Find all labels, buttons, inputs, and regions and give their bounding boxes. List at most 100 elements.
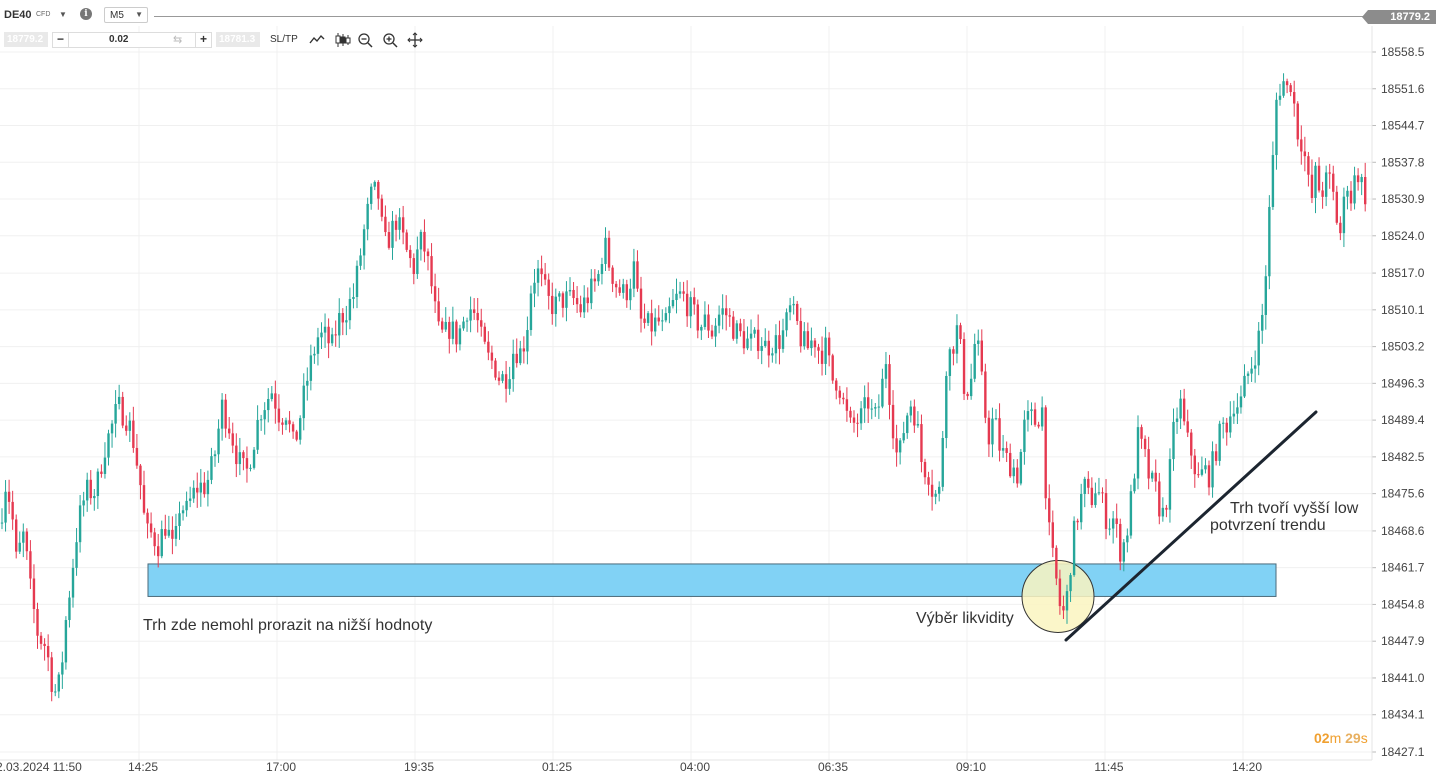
candle	[22, 523, 25, 558]
candle	[71, 558, 75, 608]
candle	[249, 464, 252, 472]
higher-low-annotation-line1: Trh tvoří vyšší low	[1230, 500, 1359, 517]
candle-body	[813, 340, 817, 348]
price-tick-label: 18530.9	[1381, 192, 1425, 206]
candle	[572, 282, 575, 305]
candle-body	[412, 258, 415, 275]
candle-body	[220, 399, 224, 429]
candle	[529, 285, 533, 336]
crosshair-icon[interactable]	[406, 32, 424, 48]
candle-body	[149, 523, 153, 533]
candle	[806, 322, 810, 350]
candle	[675, 278, 678, 314]
candle-body	[89, 479, 92, 499]
candle-body	[192, 487, 195, 499]
candle-body	[1246, 373, 1250, 376]
candle-body	[1122, 542, 1125, 562]
candle	[419, 229, 423, 261]
candle	[1143, 435, 1147, 457]
candle	[309, 344, 313, 391]
candle-body	[1030, 409, 1033, 412]
candle	[252, 446, 256, 470]
candle	[661, 309, 664, 332]
candlestick-icon[interactable]	[334, 32, 352, 48]
zoom-in-icon[interactable]	[382, 32, 400, 48]
sell-price-button[interactable]: 18779.2	[4, 32, 48, 47]
candle	[160, 520, 163, 559]
candle	[646, 311, 650, 326]
time-tick-label: 2.03.2024 11:50	[0, 760, 82, 774]
candle	[330, 327, 334, 346]
candle	[842, 392, 845, 405]
candle-body	[654, 317, 657, 332]
candle	[1250, 357, 1253, 382]
candle-body	[792, 303, 795, 306]
candle	[1222, 417, 1225, 439]
candle	[767, 330, 770, 368]
candle	[387, 221, 391, 250]
countdown-minutes: 02	[1314, 730, 1330, 746]
candle	[870, 399, 873, 420]
candle-body	[941, 437, 944, 487]
zoom-out-icon[interactable]	[357, 32, 375, 48]
candle	[678, 281, 682, 299]
candle	[1030, 402, 1033, 426]
symbol-label[interactable]: DE40	[4, 9, 32, 21]
candle-body	[25, 531, 29, 552]
candle	[469, 296, 472, 333]
candle-body	[1261, 314, 1264, 331]
buy-price-button[interactable]: 18781.3	[216, 32, 260, 47]
candle	[1278, 83, 1282, 106]
candle-body	[61, 662, 64, 675]
candle-body	[1048, 498, 1051, 523]
symbol-dropdown-icon[interactable]: ▼	[59, 10, 67, 19]
info-icon[interactable]: i	[80, 8, 92, 20]
candle	[1026, 400, 1030, 432]
candle-body	[1243, 375, 1246, 397]
candle-body	[689, 297, 692, 317]
volume-increase-button[interactable]: +	[195, 33, 211, 47]
candle	[416, 236, 419, 279]
candle-body	[1062, 606, 1065, 611]
price-tick-label: 18434.1	[1381, 708, 1425, 722]
candle	[973, 333, 976, 383]
candle-body	[1214, 451, 1218, 461]
candle-body	[22, 531, 25, 543]
candle	[1332, 165, 1335, 201]
price-tick-label: 18441.0	[1381, 671, 1425, 685]
candle	[54, 684, 57, 697]
candle-body	[739, 323, 742, 332]
candle-body	[203, 482, 206, 495]
volume-value[interactable]: 0.02	[109, 34, 129, 45]
candle	[15, 514, 18, 559]
candle-body	[646, 313, 650, 323]
candle	[465, 317, 469, 332]
candle-body	[771, 353, 774, 356]
candle-body	[1012, 467, 1015, 477]
candle-body	[185, 500, 188, 511]
candle-body	[1037, 424, 1040, 427]
candle	[327, 318, 330, 359]
sltp-button[interactable]: SL/TP	[270, 34, 298, 45]
volume-stepper[interactable]: − 0.02 ⇆ +	[52, 32, 212, 48]
candle-body	[274, 393, 277, 409]
volume-decrease-button[interactable]: −	[53, 33, 69, 47]
candle-body	[991, 418, 994, 445]
candle	[519, 340, 522, 366]
candle	[561, 291, 565, 318]
candle-body	[480, 320, 483, 327]
candle-body	[1303, 151, 1307, 157]
candle-body	[767, 340, 770, 356]
swap-icon[interactable]: ⇆	[173, 34, 183, 46]
timeframe-select[interactable]: M5 ▼	[104, 7, 148, 23]
candle	[316, 327, 320, 366]
candle-body	[717, 314, 721, 326]
candle-body	[515, 353, 518, 364]
candle	[977, 329, 980, 356]
candle-body	[994, 418, 998, 420]
line-chart-icon[interactable]	[308, 32, 326, 48]
candle-body	[888, 364, 891, 405]
candle-body	[490, 352, 494, 361]
candle	[196, 472, 199, 508]
